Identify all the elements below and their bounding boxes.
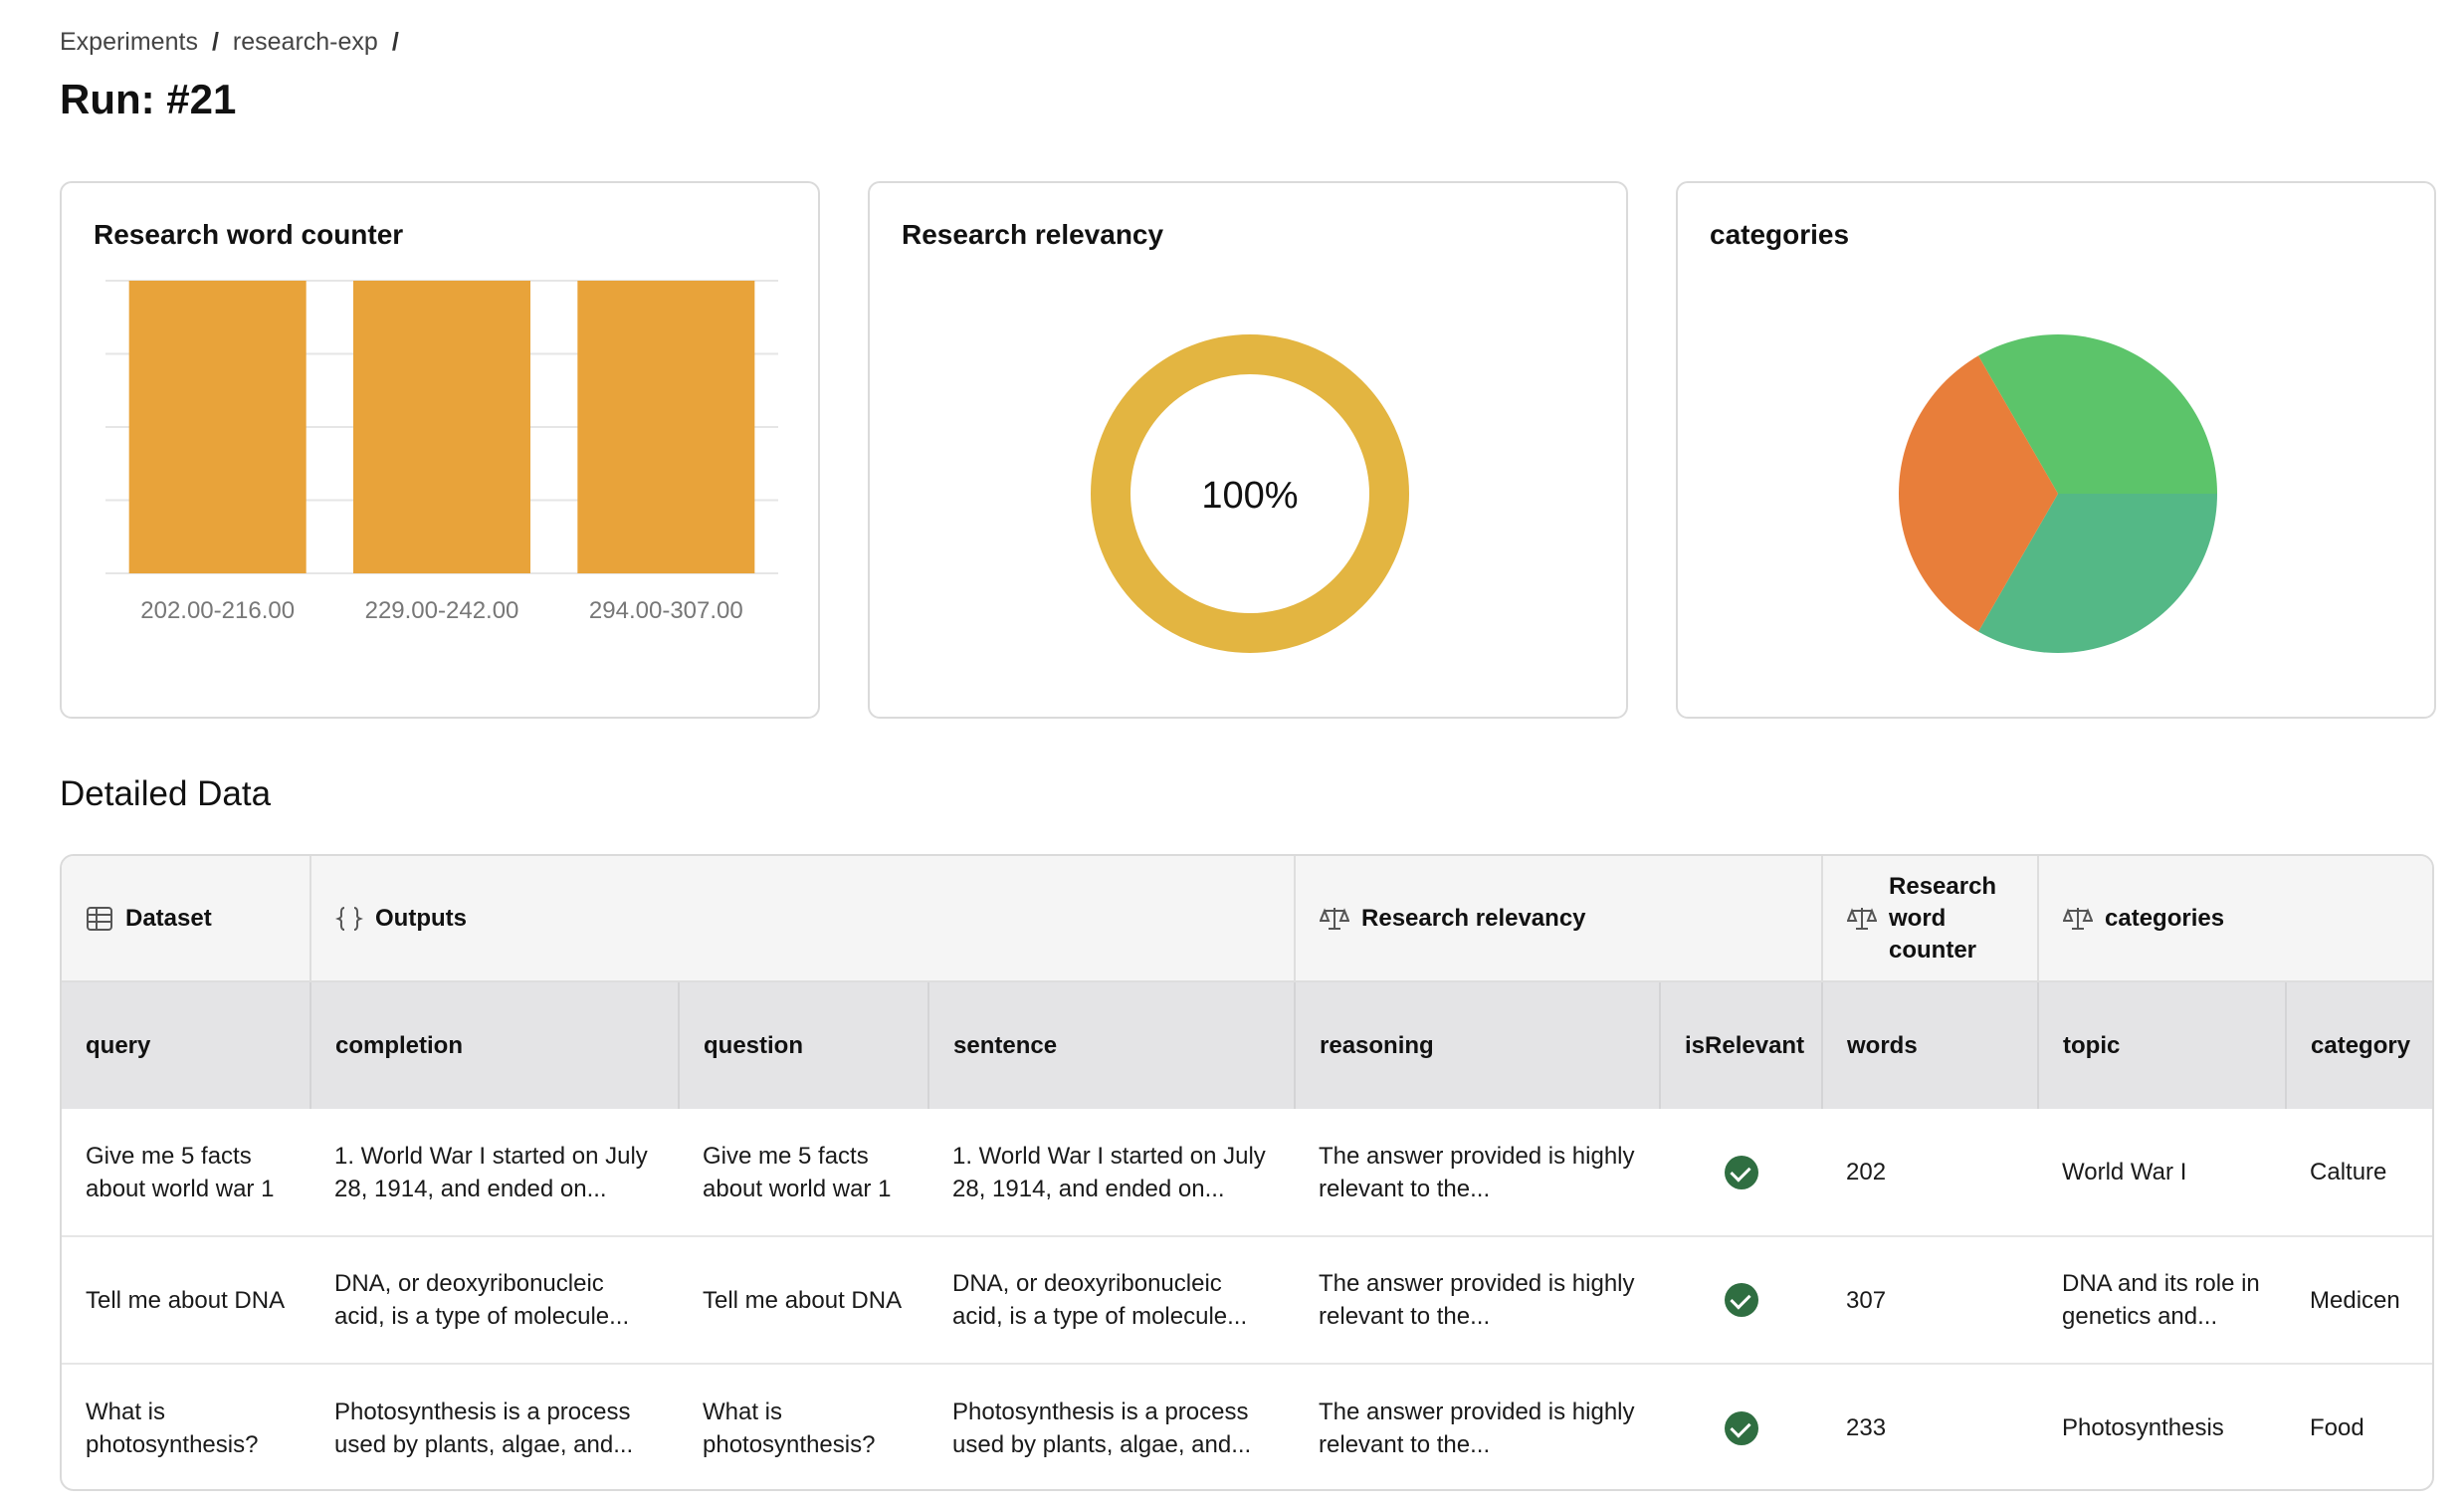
- cell-category: Calture: [2310, 1159, 2387, 1185]
- detailed-data-title: Detailed Data: [60, 774, 272, 813]
- cell-words: 233: [1846, 1414, 1887, 1441]
- group-outputs: Outputs: [310, 856, 1297, 982]
- word-counter-card: Research word counter 202.00-216.00 229.0…: [60, 181, 820, 719]
- group-word-counter: Research word counter: [1822, 856, 2040, 982]
- scale-icon: [2063, 907, 2094, 930]
- categories-title: categories: [1710, 219, 1850, 250]
- cell-sentence: 1. World War I started on July 28, 1914,…: [952, 1142, 1266, 1202]
- braces-icon: [335, 906, 363, 931]
- x-tick-label: 294.00-307.00: [589, 597, 743, 624]
- categories-pie-chart: [1899, 334, 2217, 653]
- bar-3[interactable]: [577, 281, 755, 573]
- group-dataset: Dataset: [62, 856, 311, 982]
- scale-icon: [1847, 907, 1878, 930]
- group-categories: categories: [2038, 856, 2432, 982]
- group-relevancy-label: Research relevancy: [1361, 904, 1586, 932]
- table-row[interactable]: What is photosynthesis? Photosynthesis i…: [62, 1364, 2432, 1489]
- cell-words: 307: [1846, 1286, 1887, 1314]
- cell-category: Food: [2310, 1414, 2364, 1441]
- col-words[interactable]: words: [1822, 981, 2040, 1109]
- word-counter-bar-chart: 202.00-216.00 229.00-242.00 294.00-307.00: [105, 280, 778, 624]
- col-query[interactable]: query: [62, 981, 311, 1109]
- cell-topic: Photosynthesis: [2062, 1414, 2224, 1441]
- page-title: Run: #21: [60, 76, 237, 122]
- col-sentence[interactable]: sentence: [928, 981, 1297, 1109]
- breadcrumb-experiments[interactable]: Experiments: [60, 28, 198, 56]
- word-counter-title: Research word counter: [94, 219, 404, 250]
- col-category[interactable]: category: [2286, 981, 2432, 1109]
- cell-words: 202: [1846, 1159, 1887, 1185]
- check-circle-icon: [1724, 1410, 1758, 1445]
- cell-sentence: Photosynthesis is a process used by plan…: [952, 1398, 1252, 1458]
- relevancy-donut-chart: 100%: [1091, 334, 1409, 653]
- detailed-data-table: Dataset Outputs: [60, 854, 2434, 1491]
- cell-question: What is photosynthesis?: [703, 1398, 876, 1458]
- group-relevancy: Research relevancy: [1295, 856, 1824, 982]
- table-row[interactable]: Give me 5 facts about world war 1 1. Wor…: [62, 1109, 2432, 1237]
- breadcrumb-research-exp[interactable]: research-exp: [232, 28, 378, 56]
- group-categories-label: categories: [2105, 904, 2225, 932]
- relevancy-title: Research relevancy: [902, 219, 1164, 250]
- group-outputs-label: Outputs: [375, 904, 467, 932]
- table-row[interactable]: Tell me about DNA DNA, or deoxyribonucle…: [62, 1236, 2432, 1365]
- table-icon: [87, 906, 112, 931]
- relevancy-card: Research relevancy 100%: [868, 181, 1628, 719]
- check-circle-icon: [1724, 1155, 1758, 1189]
- column-header-row: query completion question sentence reaso…: [62, 981, 2432, 1109]
- col-completion[interactable]: completion: [310, 981, 680, 1109]
- group-word-counter-label: Research word counter: [1889, 872, 1997, 964]
- col-isrelevant[interactable]: isRelevant: [1660, 981, 1824, 1109]
- cell-query: Give me 5 facts about world war 1: [86, 1142, 275, 1202]
- check-circle-icon: [1724, 1283, 1758, 1318]
- cell-completion: Photosynthesis is a process used by plan…: [334, 1398, 634, 1458]
- cell-sentence: DNA, or deoxyribonucleic acid, is a type…: [952, 1270, 1248, 1330]
- group-header-row: Dataset Outputs: [62, 856, 2432, 982]
- x-tick-label: 202.00-216.00: [140, 597, 295, 624]
- cell-topic: World War I: [2062, 1159, 2187, 1185]
- cell-reasoning: The answer provided is highly relevant t…: [1319, 1398, 1635, 1458]
- bar-2[interactable]: [352, 281, 531, 573]
- donut-ring[interactable]: [1091, 334, 1409, 653]
- bar-1[interactable]: [128, 281, 307, 573]
- col-reasoning[interactable]: reasoning: [1295, 981, 1662, 1109]
- cell-query: Tell me about DNA: [86, 1286, 286, 1314]
- cell-question: Give me 5 facts about world war 1: [703, 1142, 892, 1202]
- cell-reasoning: The answer provided is highly relevant t…: [1319, 1142, 1635, 1202]
- x-tick-label: 229.00-242.00: [365, 597, 519, 624]
- cell-completion: DNA, or deoxyribonucleic acid, is a type…: [334, 1270, 630, 1330]
- cell-category: Medicen: [2310, 1286, 2400, 1314]
- pie-slice-2[interactable]: [1978, 494, 2217, 653]
- cell-query: What is photosynthesis?: [86, 1398, 259, 1458]
- breadcrumb: Experiments / research-exp /: [60, 28, 399, 57]
- donut-center-label: 100%: [1201, 475, 1298, 517]
- group-dataset-label: Dataset: [125, 904, 212, 932]
- pie-slice-1[interactable]: [1978, 334, 2217, 494]
- pie-slice-3[interactable]: [1899, 355, 2058, 632]
- scale-icon: [1320, 907, 1350, 930]
- breadcrumb-separator: /: [391, 28, 399, 56]
- cell-completion: 1. World War I started on July 28, 1914,…: [334, 1142, 648, 1202]
- col-question[interactable]: question: [679, 981, 929, 1109]
- cell-question: Tell me about DNA: [703, 1286, 903, 1314]
- cell-reasoning: The answer provided is highly relevant t…: [1319, 1270, 1635, 1330]
- col-topic[interactable]: topic: [2038, 981, 2288, 1109]
- cell-topic: DNA and its role in genetics and...: [2062, 1270, 2260, 1330]
- categories-card: categories: [1676, 181, 2436, 719]
- breadcrumb-separator: /: [211, 28, 219, 56]
